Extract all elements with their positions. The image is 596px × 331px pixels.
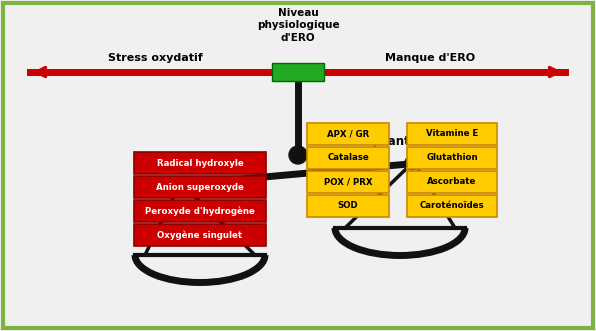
Circle shape (289, 146, 307, 164)
Text: Caroténoïdes: Caroténoïdes (420, 202, 485, 211)
Text: Anion superoxyde: Anion superoxyde (156, 182, 244, 192)
Text: Vitamine E: Vitamine E (426, 129, 478, 138)
FancyBboxPatch shape (407, 171, 497, 193)
FancyBboxPatch shape (307, 147, 389, 169)
FancyBboxPatch shape (407, 123, 497, 145)
FancyBboxPatch shape (134, 200, 266, 222)
FancyBboxPatch shape (134, 152, 266, 174)
Circle shape (179, 181, 187, 189)
FancyBboxPatch shape (307, 171, 389, 193)
FancyBboxPatch shape (134, 176, 266, 198)
Text: Antioxydants: Antioxydants (330, 135, 418, 148)
Text: ERO: ERO (206, 152, 234, 165)
Text: Manque d'ERO: Manque d'ERO (385, 53, 475, 63)
FancyBboxPatch shape (307, 195, 389, 217)
Circle shape (176, 178, 190, 192)
Text: Peroxyde d'hydrogène: Peroxyde d'hydrogène (145, 206, 255, 216)
Text: Radical hydroxyle: Radical hydroxyle (157, 159, 243, 167)
FancyBboxPatch shape (272, 63, 324, 81)
FancyBboxPatch shape (407, 147, 497, 169)
Circle shape (405, 156, 419, 170)
Text: Glutathion: Glutathion (426, 154, 478, 163)
FancyBboxPatch shape (407, 195, 497, 217)
FancyBboxPatch shape (307, 123, 389, 145)
Text: SOD: SOD (338, 202, 358, 211)
Text: Oxygène singulet: Oxygène singulet (157, 230, 243, 240)
Circle shape (408, 159, 416, 167)
Text: Stress oxydatif: Stress oxydatif (108, 53, 203, 63)
FancyBboxPatch shape (134, 224, 266, 246)
Text: APX / GR: APX / GR (327, 129, 369, 138)
Text: Catalase: Catalase (327, 154, 369, 163)
Text: Niveau
physiologique
d'ERO: Niveau physiologique d'ERO (257, 8, 339, 43)
Text: Ascorbate: Ascorbate (427, 177, 477, 186)
Text: POX / PRX: POX / PRX (324, 177, 372, 186)
